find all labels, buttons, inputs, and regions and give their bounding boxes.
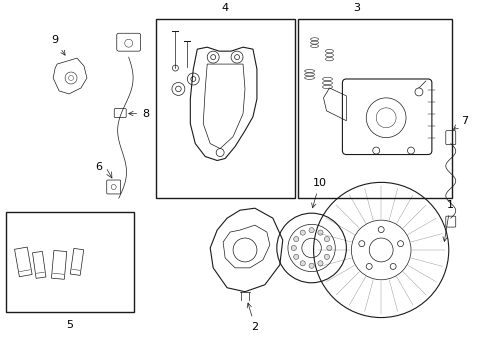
Circle shape xyxy=(324,254,329,260)
Bar xyxy=(297,19,451,198)
Circle shape xyxy=(317,261,323,266)
Text: 4: 4 xyxy=(221,3,228,13)
Circle shape xyxy=(300,261,305,266)
Text: 1: 1 xyxy=(442,200,453,242)
Text: 9: 9 xyxy=(51,35,65,55)
Bar xyxy=(155,19,294,198)
Circle shape xyxy=(293,254,298,260)
Text: 7: 7 xyxy=(452,116,467,130)
Text: 5: 5 xyxy=(66,320,73,329)
Circle shape xyxy=(317,230,323,235)
Text: 2: 2 xyxy=(246,303,258,332)
Circle shape xyxy=(308,228,313,233)
Text: 3: 3 xyxy=(352,3,359,13)
Circle shape xyxy=(324,237,329,242)
Circle shape xyxy=(308,263,313,268)
Circle shape xyxy=(326,246,331,251)
Circle shape xyxy=(293,237,298,242)
Bar xyxy=(6,212,133,312)
Text: 8: 8 xyxy=(128,109,149,118)
Circle shape xyxy=(291,246,296,251)
Text: 10: 10 xyxy=(311,178,326,208)
Text: 6: 6 xyxy=(95,162,102,172)
Circle shape xyxy=(300,230,305,235)
